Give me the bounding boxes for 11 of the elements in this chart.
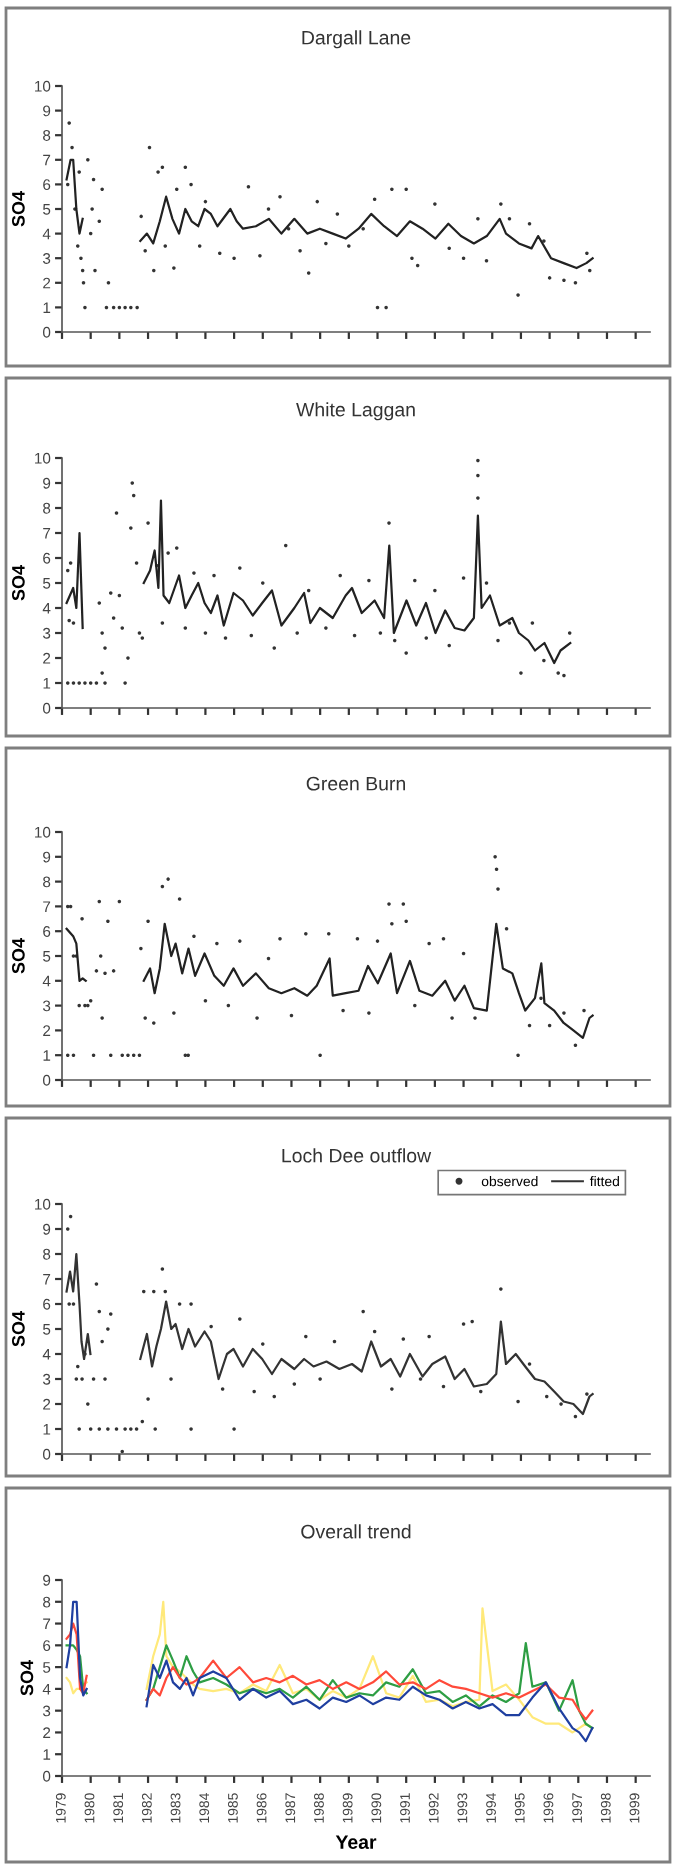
y-axis-title: SO4	[11, 938, 25, 974]
chart-title: Overall trend	[301, 1524, 411, 1539]
y-axis-title: SO4	[20, 1660, 34, 1696]
y-axis-title: SO4	[11, 1311, 25, 1347]
chart-title: Green Burn	[306, 776, 405, 791]
y-axis-title: SO4	[11, 565, 25, 601]
chart-title: Loch Dee outflow	[282, 1148, 432, 1163]
chart-title: Dargall Lane	[302, 30, 411, 49]
chart-title: White Laggan	[296, 402, 415, 421]
y-axis-title: SO4	[11, 191, 25, 227]
x-axis-title: Year	[335, 1835, 377, 1849]
